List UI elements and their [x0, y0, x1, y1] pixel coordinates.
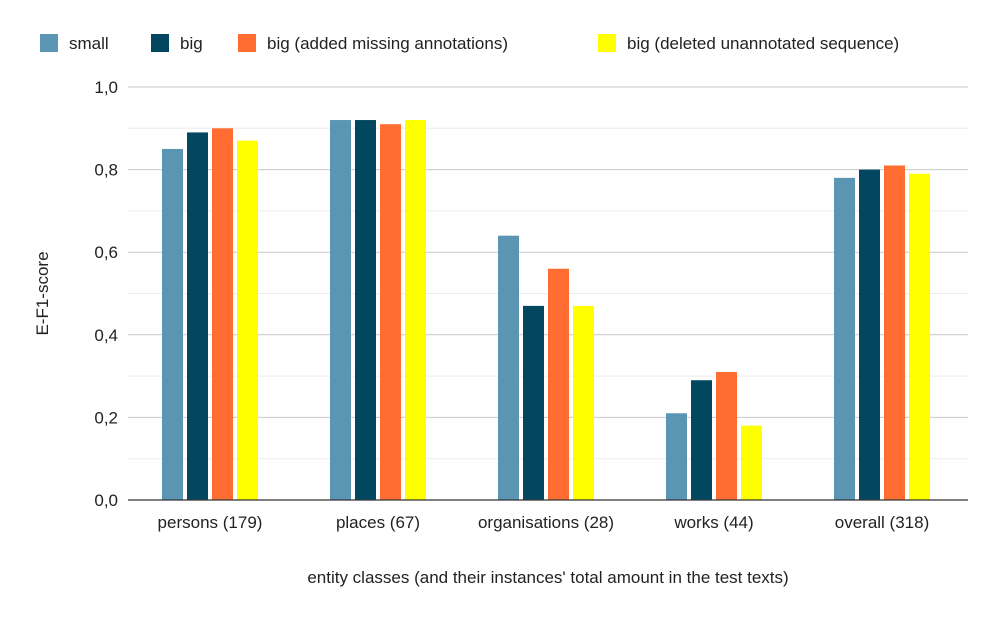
y-tick-label: 0,4 — [94, 326, 118, 345]
x-category-label: organisations (28) — [478, 513, 614, 532]
bar-big-4 — [691, 380, 712, 500]
y-tick-label: 0,6 — [94, 243, 118, 262]
bar-big-added-missing-annotations-4 — [716, 371, 737, 500]
bar-big-added-missing-annotations-2 — [380, 124, 401, 501]
bar-small-5 — [834, 177, 855, 501]
bar-big-deleted-unannotated-sequence-2 — [405, 120, 426, 500]
bar-big-deleted-unannotated-sequence-4 — [741, 425, 762, 500]
bar-big-deleted-unannotated-sequence-5 — [909, 173, 930, 501]
y-tick-label: 0,0 — [94, 491, 118, 510]
bar-big-added-missing-annotations-5 — [884, 165, 905, 500]
legend-swatch — [598, 34, 616, 52]
bar-big-added-missing-annotations-1 — [212, 128, 233, 501]
y-tick-label: 0,2 — [94, 408, 118, 427]
bar-big-3 — [523, 305, 544, 500]
bar-big-deleted-unannotated-sequence-1 — [237, 140, 258, 500]
legend: small big big (added missing annotations) b… — [40, 34, 899, 53]
x-axis-title: entity classes (and their instances' tot… — [307, 568, 788, 587]
bar-big-1 — [187, 132, 208, 500]
y-axis-ticks: 0,0 0,2 0,4 0,6 0,8 1,0 — [94, 78, 118, 510]
legend-label: big (added missing annotations) — [267, 34, 508, 53]
legend-swatch — [151, 34, 169, 52]
y-axis-title: E-F1-score — [33, 251, 52, 335]
bar-big-5 — [859, 169, 880, 500]
legend-swatch — [40, 34, 58, 52]
bar-small-1 — [162, 148, 183, 500]
bar-small-3 — [498, 235, 519, 500]
y-tick-label: 1,0 — [94, 78, 118, 97]
x-category-label: persons (179) — [158, 513, 263, 532]
bar-big-added-missing-annotations-3 — [548, 268, 569, 500]
bar-big-deleted-unannotated-sequence-3 — [573, 305, 594, 500]
bar-small-2 — [330, 120, 351, 500]
x-category-label: works (44) — [673, 513, 753, 532]
bar-big-2 — [355, 120, 376, 500]
bars — [162, 120, 930, 501]
legend-label: big (deleted unannotated sequence) — [627, 34, 899, 53]
x-category-label: overall (318) — [835, 513, 930, 532]
x-axis-categories: persons (179) places (67) organisations (2… — [158, 513, 930, 532]
legend-label: big — [180, 34, 203, 53]
y-tick-label: 0,8 — [94, 161, 118, 180]
x-category-label: places (67) — [336, 513, 420, 532]
legend-label: small — [69, 34, 109, 53]
legend-swatch — [238, 34, 256, 52]
bar-small-4 — [666, 413, 687, 500]
